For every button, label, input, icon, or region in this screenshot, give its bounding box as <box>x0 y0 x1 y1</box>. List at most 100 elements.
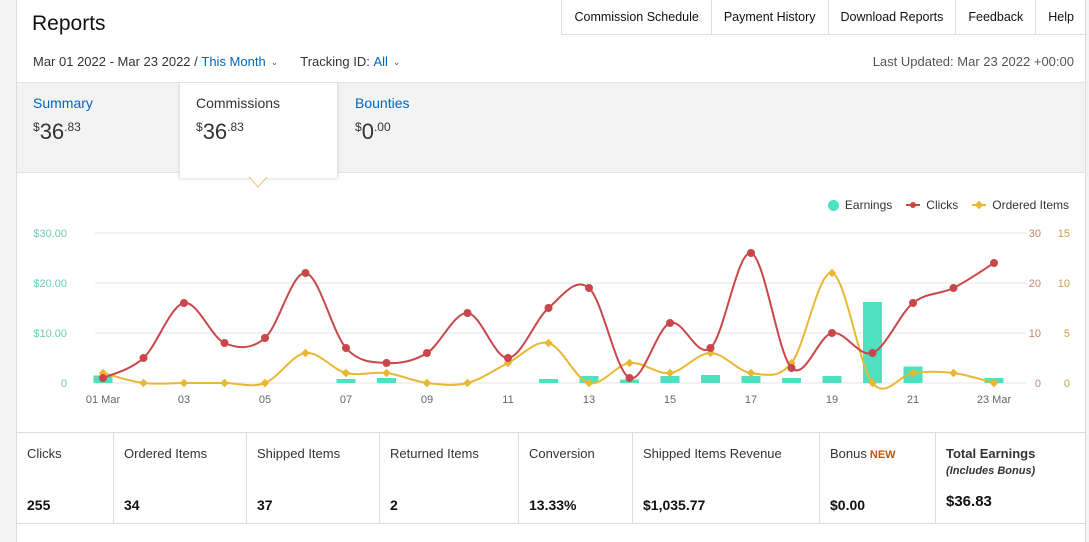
x-tick-label: 23 Mar <box>977 394 1012 406</box>
date-range: Mar 01 2022 - Mar 23 2022 / <box>33 54 198 69</box>
y-left-tick-label: $10.00 <box>33 328 67 340</box>
clicks-point <box>301 269 310 277</box>
x-tick-label: 13 <box>583 394 595 406</box>
ordered-items-point <box>139 378 148 388</box>
earnings-bar <box>822 376 842 383</box>
earnings-bar <box>782 378 801 383</box>
earnings-bar <box>660 376 680 383</box>
stat-bonus: Bonus NEW $0.00 <box>820 433 936 523</box>
clicks-point <box>868 349 877 357</box>
feedback-link[interactable]: Feedback <box>956 0 1037 34</box>
tab-commissions[interactable]: Commissions $36.83 <box>179 83 338 178</box>
earnings-dot-icon <box>827 199 839 211</box>
help-link[interactable]: Help <box>1048 10 1074 24</box>
earnings-chart: $30.00 30 15 $20.00 20 10 $10.00 10 5 0 0 0 01 Mar 03… <box>17 174 1085 432</box>
tab-bounties[interactable]: Bounties $0.00 <box>339 83 499 174</box>
period-dropdown[interactable]: This Month <box>201 54 266 69</box>
ordered-items-line <box>102 272 995 390</box>
clicks-point <box>99 374 107 382</box>
y-left-tick-label: $30.00 <box>33 228 67 240</box>
clicks-line <box>102 252 995 380</box>
y-right-clicks-tick-label: 10 <box>1029 328 1041 340</box>
tab-label: Summary <box>33 95 93 111</box>
last-updated: Last Updated: Mar 23 2022 +00:00 <box>872 54 1074 69</box>
report-tabs: Summary $36.83 Commissions $36.83 Bounti… <box>17 82 1085 178</box>
report-filters: Mar 01 2022 - Mar 23 2022 / This Month ⌄… <box>33 54 422 69</box>
ordered-items-point <box>989 378 999 388</box>
tab-summary[interactable]: Summary $36.83 <box>17 83 179 174</box>
clicks-point <box>463 309 472 317</box>
clicks-point <box>909 299 917 307</box>
x-tick-label: 15 <box>664 394 676 406</box>
clicks-point <box>666 319 674 327</box>
ordered-items-point <box>625 358 634 368</box>
stat-shipped-revenue: Shipped Items Revenue $1,035.77 <box>633 433 820 523</box>
tracking-id-dropdown[interactable]: All <box>373 54 388 69</box>
clicks-point <box>342 344 350 352</box>
x-tick-label: 03 <box>178 394 190 406</box>
x-tick-label: 21 <box>907 394 919 406</box>
ordered-items-point <box>463 378 472 388</box>
clicks-point <box>180 299 188 307</box>
chevron-down-icon[interactable]: ⌄ <box>392 57 401 67</box>
ordered-items-point <box>422 378 432 388</box>
stat-total-earnings: Total Earnings (Includes Bonus) $36.83 <box>946 446 1036 510</box>
earnings-bar <box>863 302 882 383</box>
chart-legend: Earnings Clicks Ordered Items <box>814 198 1069 212</box>
tracking-id-label: Tracking ID: <box>300 54 370 69</box>
y-right-ordered-tick-label: 5 <box>1064 328 1070 340</box>
clicks-point <box>382 359 391 367</box>
ordered-items-point <box>868 378 877 388</box>
y-left-tick-label: $20.00 <box>33 278 67 290</box>
commission-schedule-link[interactable]: Commission Schedule <box>562 0 712 34</box>
tab-label: Bounties <box>355 95 410 111</box>
legend-clicks[interactable]: Clicks <box>906 198 958 212</box>
legend-ordered-items[interactable]: Ordered Items <box>972 198 1069 212</box>
ordered-items-point <box>584 378 594 388</box>
new-badge: NEW <box>869 449 896 461</box>
tab-amount: $0.00 <box>355 119 391 144</box>
tab-amount: $36.83 <box>33 119 81 144</box>
earnings-bar <box>377 378 396 383</box>
clicks-point <box>220 339 229 347</box>
x-tick-label: 07 <box>340 394 352 406</box>
reports-header: Reports Commission Schedule Payment Hist… <box>17 0 1086 82</box>
y-right-ordered-tick-label: 0 <box>1064 378 1070 390</box>
x-tick-label: 01 Mar <box>86 394 121 406</box>
clicks-point <box>706 344 715 352</box>
tab-amount: $36.83 <box>196 119 244 144</box>
clicks-line-icon <box>906 202 921 208</box>
clicks-point <box>423 349 431 357</box>
stat-conversion: Conversion 13.33% <box>519 433 633 523</box>
earnings-bar <box>336 379 356 383</box>
summary-stats: Clicks 255 Ordered Items 34 Shipped Item… <box>17 432 1085 524</box>
chart-svg: $30.00 30 15 $20.00 20 10 $10.00 10 5 0 0 0 01 Mar 03… <box>33 176 1070 406</box>
clicks-point <box>949 284 958 292</box>
y-right-clicks-tick-label: 20 <box>1029 278 1041 290</box>
tab-label: Commissions <box>196 95 281 111</box>
x-tick-label: 11 <box>502 394 513 406</box>
x-tick-label: 17 <box>745 394 757 406</box>
ordered-items-line-icon <box>972 200 987 210</box>
clicks-point <box>585 284 593 292</box>
reports-page: Reports Commission Schedule Payment Hist… <box>16 0 1086 542</box>
payment-history-link[interactable]: Payment History <box>712 0 829 34</box>
x-tick-label: 19 <box>826 394 838 406</box>
ordered-items-point <box>908 368 918 378</box>
stat-returned-items: Returned Items 2 <box>380 433 519 523</box>
ordered-items-point <box>665 368 675 378</box>
stat-ordered-items: Ordered Items 34 <box>114 433 247 523</box>
ordered-items-point <box>220 378 229 388</box>
ordered-items-point <box>544 338 553 348</box>
download-reports-link[interactable]: Download Reports <box>829 0 957 34</box>
clicks-point <box>747 249 755 257</box>
ordered-items-point <box>949 368 958 378</box>
y-right-ordered-tick-label: 15 <box>1058 228 1070 240</box>
x-tick-label: 09 <box>421 394 433 406</box>
legend-earnings[interactable]: Earnings <box>827 198 892 212</box>
y-right-clicks-tick-label: 30 <box>1029 228 1041 240</box>
earnings-bar <box>741 376 761 383</box>
chevron-down-icon[interactable]: ⌄ <box>270 57 279 67</box>
clicks-point <box>990 259 998 267</box>
ordered-items-point <box>746 368 756 378</box>
